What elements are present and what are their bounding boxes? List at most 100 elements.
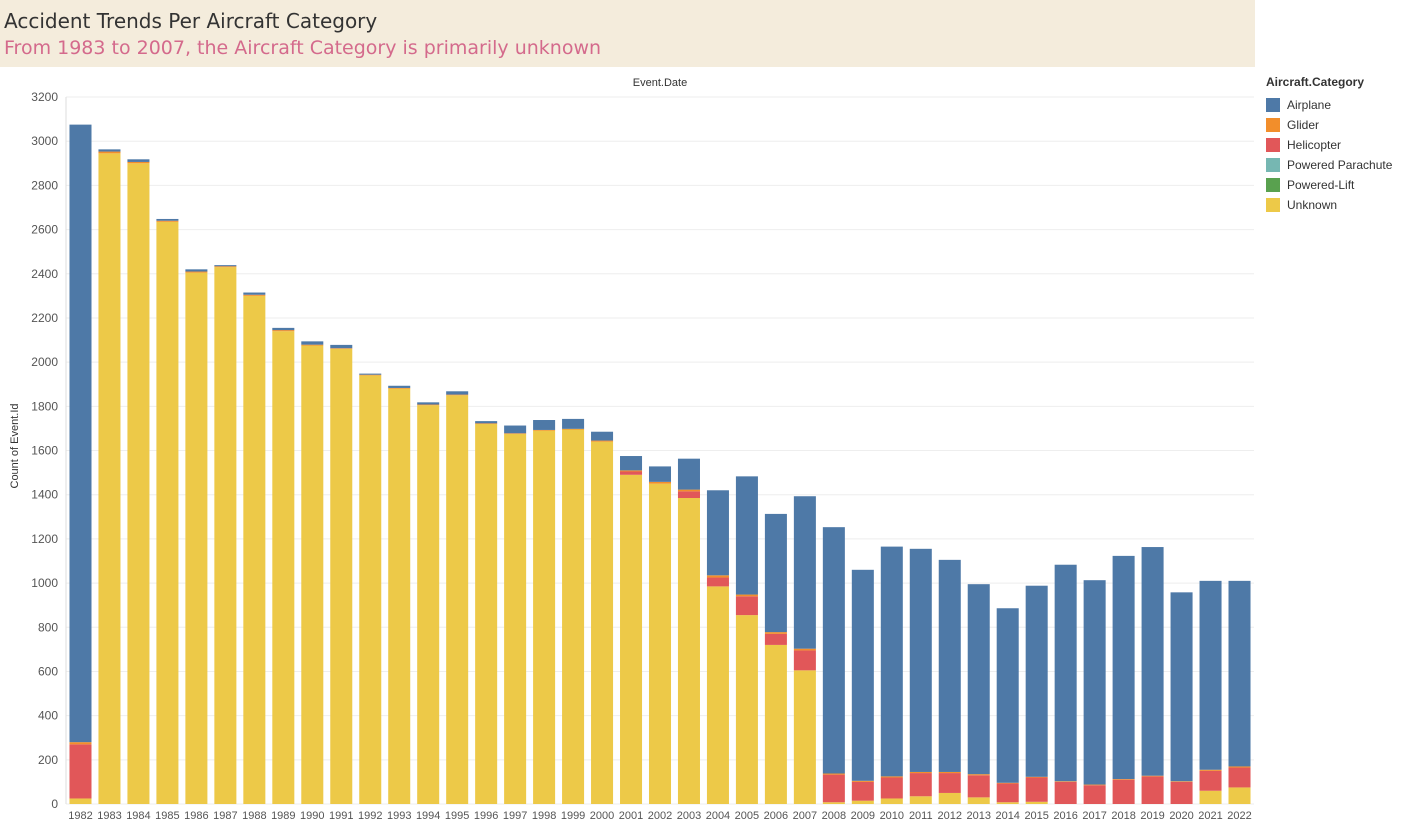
bar-segment-airplane[interactable] xyxy=(764,513,787,633)
bar-segment-unknown[interactable] xyxy=(533,430,556,804)
bar-segment-unknown[interactable] xyxy=(620,474,643,804)
bar-segment-airplane[interactable] xyxy=(127,159,150,162)
bar-segment-airplane[interactable] xyxy=(446,391,469,395)
bar-segment-unknown[interactable] xyxy=(938,792,961,804)
bar-segment-glider[interactable] xyxy=(533,429,556,431)
bar-segment-glider[interactable] xyxy=(1141,775,1164,777)
bar-segment-glider[interactable] xyxy=(1025,776,1048,778)
bar-segment-airplane[interactable] xyxy=(822,527,845,774)
bar-segment-glider[interactable] xyxy=(938,771,961,774)
bar-segment-helicopter[interactable] xyxy=(764,633,787,645)
bar-segment-helicopter[interactable] xyxy=(620,471,643,475)
bar-segment-glider[interactable] xyxy=(475,423,498,424)
bar-segment-unknown[interactable] xyxy=(562,429,585,804)
bar-segment-airplane[interactable] xyxy=(562,418,585,429)
bar-segment-glider[interactable] xyxy=(127,161,150,164)
bar-segment-unknown[interactable] xyxy=(446,395,469,804)
bar-segment-helicopter[interactable] xyxy=(909,773,932,797)
bar-segment-glider[interactable] xyxy=(1199,769,1222,771)
bar-segment-airplane[interactable] xyxy=(156,218,179,221)
bar-segment-glider[interactable] xyxy=(764,632,787,634)
bar-segment-unknown[interactable] xyxy=(764,644,787,804)
bar-segment-airplane[interactable] xyxy=(648,466,672,482)
bar-segment-glider[interactable] xyxy=(1170,781,1193,782)
bar-segment-airplane[interactable] xyxy=(1112,555,1135,780)
bar-segment-airplane[interactable] xyxy=(1083,580,1106,785)
bar-segment-airplane[interactable] xyxy=(967,584,990,775)
bar-segment-airplane[interactable] xyxy=(1025,585,1048,777)
bar-segment-airplane[interactable] xyxy=(851,569,874,781)
legend-item-powered-lift[interactable]: Powered-Lift xyxy=(1266,175,1405,195)
bar-segment-glider[interactable] xyxy=(330,348,353,349)
bar-segment-airplane[interactable] xyxy=(1054,564,1077,782)
bar-segment-unknown[interactable] xyxy=(388,388,411,804)
bar-segment-unknown[interactable] xyxy=(69,798,92,804)
bar-segment-unknown[interactable] xyxy=(417,405,440,804)
bar-segment-airplane[interactable] xyxy=(359,373,382,375)
bar-segment-unknown[interactable] xyxy=(706,586,729,804)
bar-segment-glider[interactable] xyxy=(1112,779,1135,780)
bar-segment-helicopter[interactable] xyxy=(1083,785,1106,804)
bar-segment-unknown[interactable] xyxy=(359,375,382,804)
bar-segment-airplane[interactable] xyxy=(185,269,208,272)
bar-segment-helicopter[interactable] xyxy=(996,783,1019,803)
bar-segment-airplane[interactable] xyxy=(417,402,440,405)
bar-segment-helicopter[interactable] xyxy=(851,781,874,801)
bar-segment-glider[interactable] xyxy=(620,470,643,472)
legend-item-unknown[interactable]: Unknown xyxy=(1266,195,1405,215)
bar-segment-helicopter[interactable] xyxy=(677,491,700,499)
legend-item-helicopter[interactable]: Helicopter xyxy=(1266,135,1405,155)
legend-item-airplane[interactable]: Airplane xyxy=(1266,95,1405,115)
bar-segment-unknown[interactable] xyxy=(735,615,758,804)
bar-segment-airplane[interactable] xyxy=(909,548,932,772)
bar-segment-unknown[interactable] xyxy=(909,796,932,804)
bar-segment-glider[interactable] xyxy=(301,344,324,346)
bar-segment-unknown[interactable] xyxy=(475,423,498,804)
bar-segment-airplane[interactable] xyxy=(677,458,700,490)
bar-segment-airplane[interactable] xyxy=(475,421,498,424)
bar-segment-airplane[interactable] xyxy=(938,559,961,772)
bar-segment-unknown[interactable] xyxy=(648,483,672,804)
bar-segment-glider[interactable] xyxy=(967,774,990,776)
bar-segment-airplane[interactable] xyxy=(214,265,237,267)
bar-segment-unknown[interactable] xyxy=(272,331,295,804)
bar-segment-glider[interactable] xyxy=(243,294,266,296)
bar-segment-helicopter[interactable] xyxy=(967,775,990,798)
legend-item-powered-parachute[interactable]: Powered Parachute xyxy=(1266,155,1405,175)
bar-segment-unknown[interactable] xyxy=(880,798,903,804)
bar-segment-unknown[interactable] xyxy=(330,348,353,804)
bar-segment-glider[interactable] xyxy=(996,782,1019,784)
bar-segment-helicopter[interactable] xyxy=(938,773,961,793)
bar-segment-glider[interactable] xyxy=(1083,784,1106,786)
bar-segment-airplane[interactable] xyxy=(1199,580,1222,770)
bar-segment-glider[interactable] xyxy=(1054,781,1077,782)
bar-segment-glider[interactable] xyxy=(1228,766,1251,768)
bar-segment-glider[interactable] xyxy=(504,433,527,434)
bar-segment-airplane[interactable] xyxy=(301,341,324,345)
bar-segment-unknown[interactable] xyxy=(301,345,324,804)
bar-segment-unknown[interactable] xyxy=(243,295,266,804)
legend-item-glider[interactable]: Glider xyxy=(1266,115,1405,135)
bar-segment-airplane[interactable] xyxy=(388,385,411,388)
bar-segment-airplane[interactable] xyxy=(793,496,816,649)
bar-segment-helicopter[interactable] xyxy=(880,777,903,799)
bar-segment-helicopter[interactable] xyxy=(69,744,92,799)
bar-segment-unknown[interactable] xyxy=(185,272,208,804)
bar-segment-unknown[interactable] xyxy=(1199,790,1222,804)
bar-segment-airplane[interactable] xyxy=(69,124,92,743)
bar-segment-unknown[interactable] xyxy=(967,797,990,804)
bar-segment-airplane[interactable] xyxy=(591,431,614,441)
bar-segment-unknown[interactable] xyxy=(156,221,179,804)
bar-segment-helicopter[interactable] xyxy=(1170,781,1193,804)
bar-segment-glider[interactable] xyxy=(272,330,295,332)
bar-segment-helicopter[interactable] xyxy=(822,774,845,803)
bar-segment-glider[interactable] xyxy=(446,394,469,396)
bar-segment-glider[interactable] xyxy=(706,575,729,578)
bar-segment-helicopter[interactable] xyxy=(1112,779,1135,804)
bar-segment-glider[interactable] xyxy=(648,481,672,484)
bar-segment-glider[interactable] xyxy=(793,648,816,651)
bar-segment-glider[interactable] xyxy=(214,266,237,268)
bar-segment-helicopter[interactable] xyxy=(793,650,816,671)
bar-segment-unknown[interactable] xyxy=(127,163,150,804)
bar-segment-airplane[interactable] xyxy=(880,546,903,777)
